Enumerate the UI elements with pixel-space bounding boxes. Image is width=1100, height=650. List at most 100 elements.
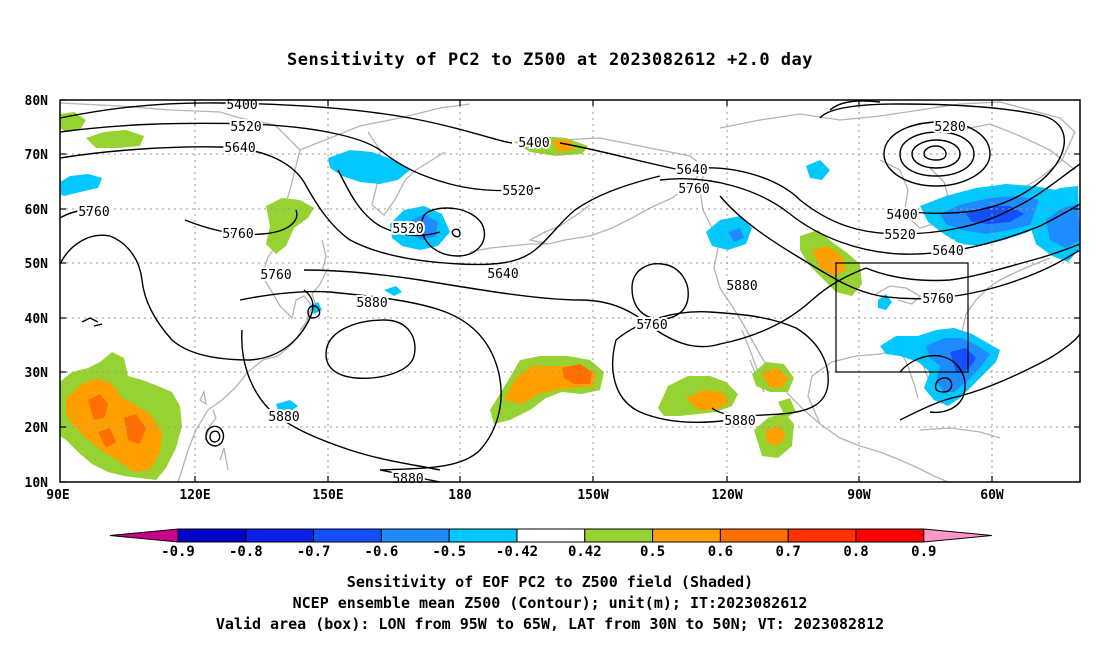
- colorbar-tick-label: 0.5: [640, 544, 665, 560]
- map-ticks: [60, 99, 1080, 483]
- contour-5640-east: [659, 178, 1081, 255]
- contour-label-5760-northpac: 5760: [678, 182, 709, 197]
- coastline-great-lakes: [875, 285, 922, 305]
- map-frame: [59, 99, 1081, 483]
- contour-5400-bering: [559, 142, 691, 173]
- contour-label-layer: 5400 5520 5640 5760 5760 5760 5880 5880 5880 5400…: [76, 96, 967, 489]
- contour-5880-east: [612, 339, 731, 424]
- contour-low-5280-1: [883, 121, 991, 187]
- colorbar-swatch: [313, 528, 382, 543]
- coastline-aleutians: [469, 243, 548, 253]
- colorbar-tick-label: -0.9: [161, 544, 195, 560]
- colorbar: -0.9 -0.8 -0.7 -0.6 -0.5 -0.42 0.42 0.5 0.6 0.7 0.…: [109, 528, 992, 560]
- lon-label: 90W: [847, 488, 871, 503]
- shade-negative-blue-okhotsk-low: [408, 214, 438, 240]
- shade-negative-cyan-siberia: [60, 174, 102, 196]
- figure-title: Sensitivity of PC2 to Z500 at 2023082612…: [286, 50, 813, 70]
- map-background: [60, 100, 1080, 482]
- coastline-florida: [899, 349, 919, 399]
- contour-label-5640-west: 5640: [224, 141, 255, 156]
- caption-line-valid-area: Valid area (box): LON from 95W to 65W, L…: [215, 615, 885, 633]
- shade-negative-cyan-midpac: [276, 400, 298, 412]
- contour-5760-east: [719, 195, 1081, 300]
- colorbar-swatch-high: [923, 528, 992, 543]
- longitude-labels: 90E 120E 150E 180 150W 120W 90W 60W: [46, 488, 1004, 503]
- shade-negative-blue-greenland: [1046, 204, 1080, 248]
- contour-east-closed: [829, 100, 881, 111]
- colorbar-tick-label: 0.8: [843, 544, 868, 560]
- coastline-central-america: [819, 423, 949, 483]
- latitude-labels: 80N 70N 60N 50N 40N 30N 20N 10N: [25, 94, 49, 491]
- contour-label-5880-mexico: 5880: [724, 414, 755, 429]
- shade-positive-orange-gulf: [766, 426, 786, 446]
- valid-area-box: [835, 262, 969, 373]
- sensitivity-shading: [60, 112, 1080, 480]
- lat-label: 60N: [25, 203, 49, 218]
- lat-label: 80N: [25, 94, 49, 109]
- contour-5520-okhotsk: [337, 169, 441, 237]
- contour-low-5280-2: [899, 131, 975, 177]
- contour-5400-west: [59, 102, 513, 144]
- contour-5520-east: [699, 163, 1081, 235]
- contour-asia-small-3: [307, 305, 321, 319]
- contour-label-5880-south: 5880: [268, 410, 299, 425]
- shade-positive-green-arctic-2: [86, 130, 144, 148]
- lat-label: 40N: [25, 312, 49, 327]
- contour-5880-pacific: [239, 290, 502, 471]
- colorbar-swatch: [719, 528, 789, 543]
- contour-label-5760-high: 5760: [636, 318, 667, 333]
- lon-label: 60W: [980, 488, 1004, 503]
- contour-asia-small-2: [209, 430, 221, 443]
- contour-center-low: [631, 263, 689, 320]
- lat-label: 30N: [25, 366, 49, 381]
- contour-label-5640-northpac: 5640: [676, 163, 707, 178]
- coastline-japan: [299, 269, 328, 331]
- z500-contours: [59, 100, 1081, 483]
- contour-label-5760-east: 5760: [922, 292, 953, 307]
- contour-5760-asia: [184, 209, 298, 236]
- contour-label-5880-pacific: 5880: [356, 296, 387, 311]
- coastline-philippines: [204, 409, 229, 471]
- coastline-caribbean: [919, 427, 1001, 439]
- colorbar-tick-label: -0.7: [297, 544, 331, 560]
- contour-label-5400-east: 5400: [886, 208, 917, 223]
- lat-label: 50N: [25, 257, 49, 272]
- colorbar-tick-label: 0.7: [776, 544, 801, 560]
- contour-low-5280-4: [923, 145, 947, 161]
- contour-asia-small-1: [205, 425, 225, 447]
- shade-positive-orange-mexico: [762, 368, 788, 388]
- contour-label-5880-east: 5880: [726, 279, 757, 294]
- contour-5400-east: [819, 103, 1065, 215]
- contour-5880-south: [241, 329, 441, 471]
- graticule: [60, 100, 1080, 482]
- colorbar-swatch: [652, 528, 721, 543]
- contour-label-5400-pacific: 5400: [518, 136, 549, 151]
- contour-5880-mexico: [615, 311, 829, 417]
- colorbar-tick-label: -0.8: [229, 544, 263, 560]
- shade-positive-orange-great-plains: [812, 246, 846, 276]
- contour-label-5520-west: 5520: [230, 120, 261, 135]
- coastline-hudson-bay: [879, 159, 951, 229]
- colorbar-swatch-low: [109, 528, 179, 543]
- shade-positive-darkorange-indochina: [88, 394, 146, 448]
- contour-label-5760-asia: 5760: [260, 268, 291, 283]
- lon-label: 150E: [312, 488, 343, 503]
- contour-asia-small-4: [81, 317, 103, 327]
- shade-negative-cyan-lakes: [878, 294, 892, 310]
- shade-negative-blue-alaska: [728, 228, 744, 242]
- coastline-sakhalin: [321, 239, 327, 273]
- contour-subtropic-east: [899, 354, 966, 414]
- coastline-alaska: [528, 137, 706, 245]
- colorbar-swatch: [787, 528, 857, 543]
- contour-east-lower: [899, 333, 1081, 421]
- shade-positive-darkorange-subtropical-pac: [562, 364, 592, 384]
- coastline-gulf-of-mexico: [807, 347, 935, 425]
- contour-label-5640-center: 5640: [487, 267, 518, 282]
- contour-label-5880-bottom: 5880: [392, 472, 423, 487]
- coastline-greenland: [999, 101, 1076, 191]
- contour-alaska-curl: [451, 228, 461, 238]
- shade-positive-orange-east-pac: [686, 390, 730, 410]
- lat-label: 10N: [25, 476, 49, 491]
- contour-5760-far-west: [59, 209, 91, 219]
